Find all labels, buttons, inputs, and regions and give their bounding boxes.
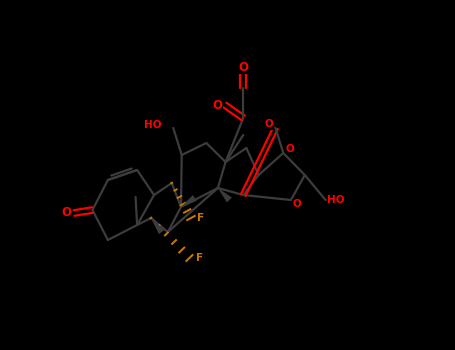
Text: HO: HO [327, 195, 345, 205]
Text: O: O [238, 61, 248, 74]
Text: HO: HO [143, 120, 161, 130]
Polygon shape [151, 218, 165, 234]
Text: F: F [197, 213, 204, 223]
Text: O: O [293, 199, 302, 209]
Polygon shape [218, 188, 232, 202]
Polygon shape [181, 195, 197, 207]
Text: O: O [285, 144, 294, 154]
Text: O: O [265, 119, 273, 130]
Text: O: O [61, 206, 71, 219]
Text: F: F [196, 253, 203, 263]
Text: O: O [213, 98, 223, 112]
